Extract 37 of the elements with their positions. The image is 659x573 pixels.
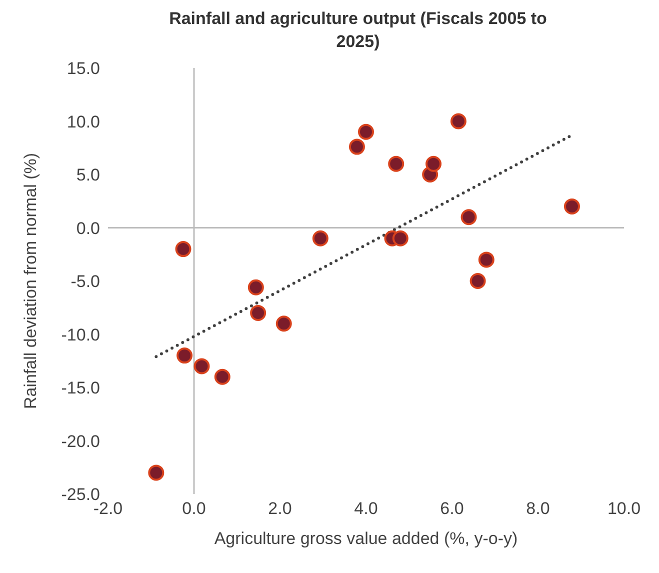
x-tick-label: 4.0 (354, 498, 378, 518)
y-tick-label: 15.0 (66, 58, 100, 78)
y-tick-label: -5.0 (70, 272, 100, 291)
point (388, 156, 404, 172)
point (348, 138, 365, 155)
point (392, 230, 408, 246)
point (358, 124, 374, 140)
x-tick-label: 2.0 (268, 498, 292, 518)
chart-title: Rainfall and agriculture output (Fiscals 2005 to 2025) (168, 8, 548, 53)
x-tick-label: 0.0 (182, 498, 206, 518)
y-tick-label: -15.0 (61, 378, 100, 398)
point (248, 279, 264, 296)
point (148, 464, 164, 481)
y-tick-label: 5.0 (76, 165, 100, 184)
point (250, 304, 266, 321)
point (450, 113, 466, 130)
point (214, 368, 230, 385)
point (564, 198, 580, 214)
point (478, 252, 494, 268)
x-axis-title: Agriculture gross value added (%, y-o-y) (214, 528, 518, 548)
point (176, 347, 193, 364)
point (426, 156, 442, 172)
y-tick-label: 0.0 (76, 218, 100, 238)
point (194, 358, 210, 374)
point (470, 272, 486, 289)
y-tick-label: -10.0 (61, 325, 100, 344)
y-tick-label: -25.0 (61, 484, 100, 504)
point (276, 315, 292, 332)
y-tick-label: -20.0 (61, 432, 100, 451)
x-tick-label: 8.0 (526, 498, 550, 518)
x-tick-label: 10.0 (607, 498, 641, 518)
point (175, 240, 192, 257)
point (312, 230, 328, 246)
y-tick-label: 10.0 (66, 112, 100, 132)
y-axis-title: Rainfall deviation from normal (%) (21, 152, 40, 409)
point (460, 208, 477, 225)
x-tick-label: 6.0 (440, 498, 464, 518)
